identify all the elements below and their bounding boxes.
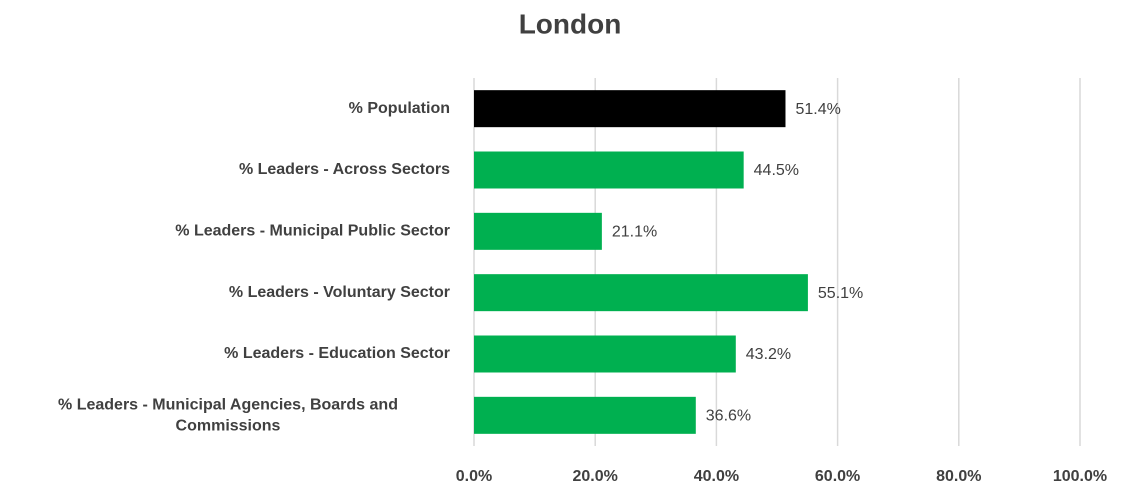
value-label: 43.2% (746, 346, 791, 363)
value-label: 36.6% (706, 408, 751, 425)
y-tick-label: % Leaders - Education Sector (224, 345, 450, 362)
x-tick-label: 0.0% (456, 468, 492, 485)
y-tick-label: % Leaders - Across Sectors (239, 161, 450, 178)
y-tick-label: % Population (349, 100, 450, 117)
y-tick-label: % Leaders - Municipal Public Sector (175, 223, 450, 240)
value-label: 51.4% (795, 101, 840, 118)
chart-title: London (519, 8, 622, 39)
x-tick-label: 100.0% (1053, 468, 1107, 485)
bar (474, 90, 786, 128)
value-label: 44.5% (754, 162, 799, 179)
y-tick-label: % Leaders - Voluntary Sector (229, 284, 450, 301)
bar (474, 335, 736, 373)
bar (474, 151, 744, 189)
x-tick-label: 20.0% (573, 468, 618, 485)
bar (474, 396, 696, 434)
bar (474, 212, 602, 250)
x-tick-label: 80.0% (936, 468, 981, 485)
y-tick-label: % Leaders - Municipal Agencies, Boards a… (58, 397, 398, 435)
x-tick-label: 60.0% (815, 468, 860, 485)
value-label: 21.1% (612, 224, 657, 241)
value-label: 55.1% (818, 285, 863, 302)
x-tick-label: 40.0% (694, 468, 739, 485)
bar (474, 274, 808, 312)
